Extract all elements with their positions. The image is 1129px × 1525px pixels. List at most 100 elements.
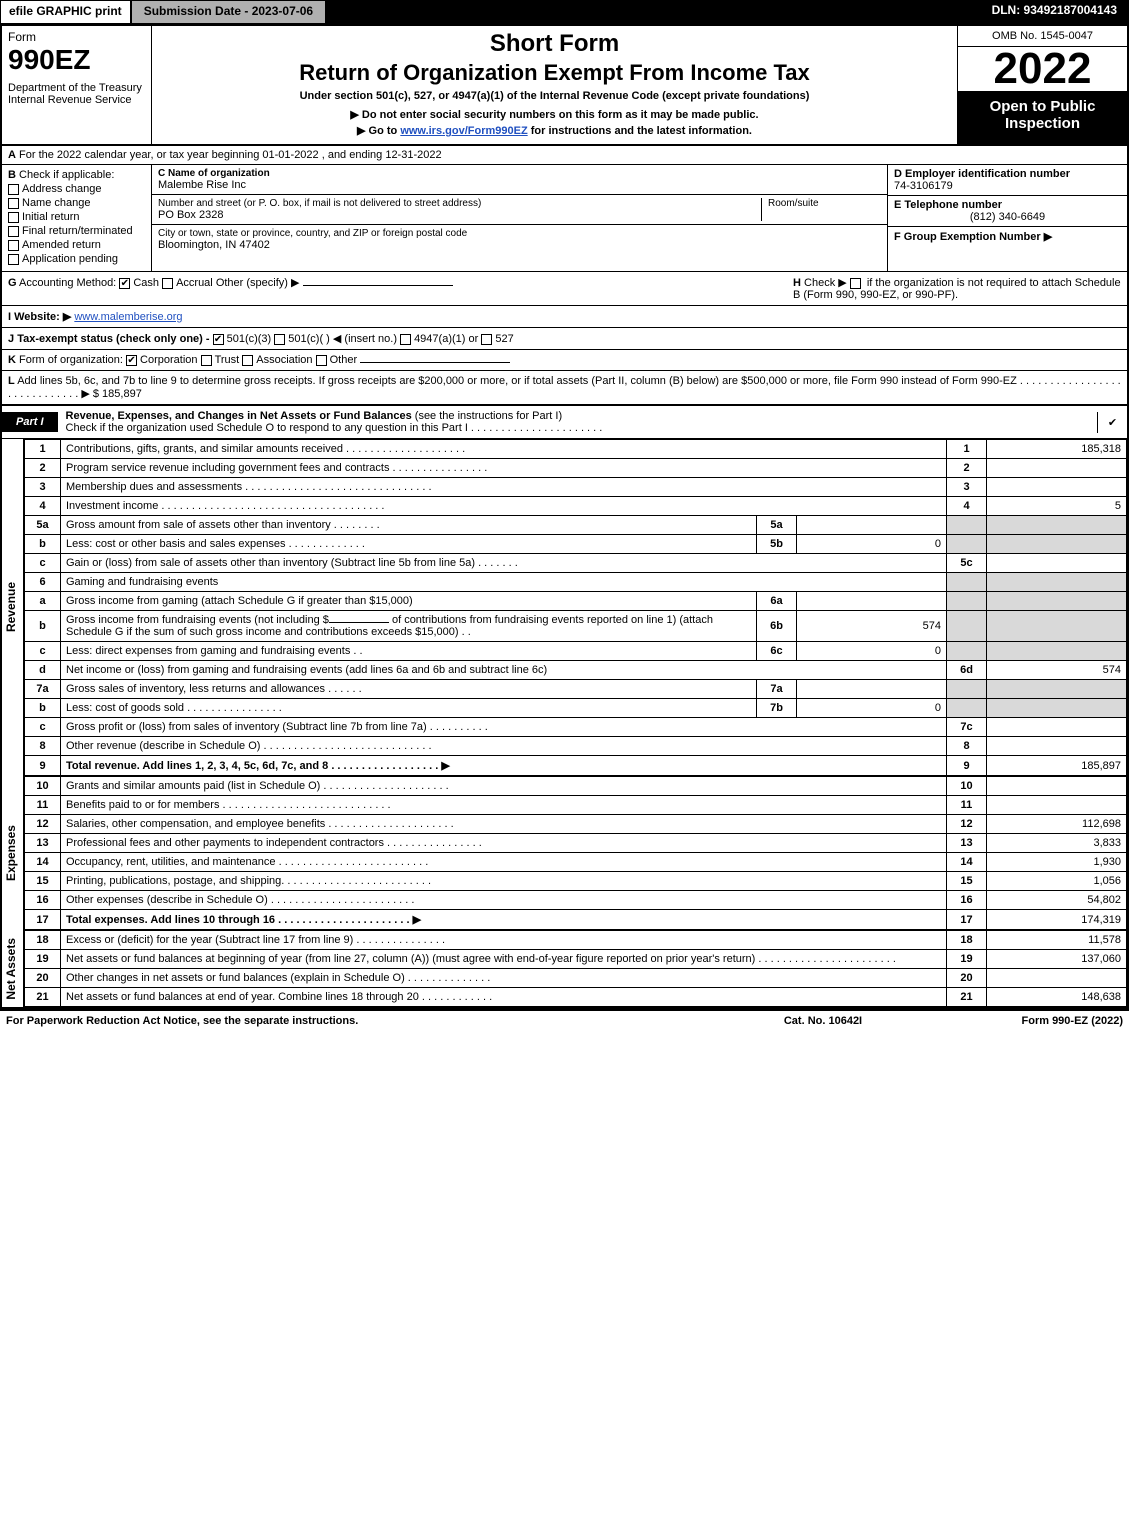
spacer — [326, 0, 979, 24]
chk-amended[interactable]: Amended return — [8, 239, 145, 251]
f-label: F Group Exemption Number ▶ — [894, 231, 1052, 243]
chk-app-pending[interactable]: Application pending — [8, 253, 145, 265]
chk-other[interactable] — [316, 355, 327, 366]
letter-i: I — [8, 311, 11, 323]
chk-initial-return[interactable]: Initial return — [8, 211, 145, 223]
chk-trust[interactable] — [201, 355, 212, 366]
line-g: G Accounting Method: ✔Cash Accrual Other… — [8, 276, 781, 301]
j-o2: 501(c)( ) ◀ (insert no.) — [288, 333, 397, 345]
line-l: L Add lines 5b, 6c, and 7b to line 9 to … — [2, 371, 1127, 405]
header-center: Short Form Return of Organization Exempt… — [152, 26, 957, 144]
org-name-cell: C Name of organization Malembe Rise Inc — [152, 165, 887, 195]
top-bar: efile GRAPHIC print Submission Date - 20… — [0, 0, 1129, 24]
org-name: Malembe Rise Inc — [158, 179, 881, 191]
chk-cash[interactable]: ✔ — [119, 278, 130, 289]
part1-header: Part I Revenue, Expenses, and Changes in… — [2, 405, 1127, 439]
chk-501c3[interactable]: ✔ — [213, 334, 224, 345]
city-row: City or town, state or province, country… — [152, 225, 887, 254]
header-left: Form 990EZ Department of the Treasury In… — [2, 26, 152, 144]
chk-501c[interactable] — [274, 334, 285, 345]
part1-title-bold: Revenue, Expenses, and Changes in Net As… — [66, 410, 412, 422]
footer-left: For Paperwork Reduction Act Notice, see … — [6, 1015, 723, 1027]
line-21: 21Net assets or fund balances at end of … — [25, 988, 1127, 1007]
line-6: 6Gaming and fundraising events — [25, 573, 1127, 592]
line-16: 16Other expenses (describe in Schedule O… — [25, 891, 1127, 910]
room-label: Room/suite — [768, 198, 881, 209]
line-2: 2Program service revenue including gover… — [25, 459, 1127, 478]
address-row: Number and street (or P. O. box, if mail… — [152, 195, 887, 225]
irs-link[interactable]: www.irs.gov/Form990EZ — [400, 125, 527, 137]
line-1: 1Contributions, gifts, grants, and simil… — [25, 440, 1127, 459]
line-i: I Website: ▶ www.malemberise.org — [2, 306, 1127, 328]
addr-label: Number and street (or P. O. box, if mail… — [158, 198, 761, 209]
line-19: 19Net assets or fund balances at beginni… — [25, 950, 1127, 969]
ein-cell: D Employer identification number 74-3106… — [888, 165, 1127, 196]
subhead: Under section 501(c), 527, or 4947(a)(1)… — [160, 90, 949, 102]
line-6a: aGross income from gaming (attach Schedu… — [25, 592, 1127, 611]
letter-h: H — [793, 277, 801, 289]
dln: DLN: 93492187004143 — [980, 0, 1129, 24]
line-7c: cGross profit or (loss) from sales of in… — [25, 718, 1127, 737]
line-5c: cGain or (loss) from sale of assets othe… — [25, 554, 1127, 573]
instr-goto: ▶ Go to www.irs.gov/Form990EZ for instru… — [160, 124, 949, 137]
column-def: D Employer identification number 74-3106… — [887, 165, 1127, 271]
l-text: Add lines 5b, 6c, and 7b to line 9 to de… — [8, 375, 1121, 400]
address: PO Box 2328 — [158, 209, 761, 221]
chk-accrual[interactable] — [162, 278, 173, 289]
chk-corp[interactable]: ✔ — [126, 355, 137, 366]
efile-print-label[interactable]: efile GRAPHIC print — [0, 0, 131, 24]
tax-year: 2022 — [958, 47, 1127, 92]
k-o2: Trust — [215, 354, 240, 366]
line-3: 3Membership dues and assessments . . . .… — [25, 478, 1127, 497]
chk-assoc[interactable] — [242, 355, 253, 366]
form-header: Form 990EZ Department of the Treasury In… — [2, 26, 1127, 146]
line-a-text: For the 2022 calendar year, or tax year … — [19, 149, 442, 161]
letter-k: K — [8, 354, 16, 366]
i-text: Website: ▶ — [14, 311, 71, 323]
b-heading: Check if applicable: — [19, 169, 114, 181]
city-label: City or town, state or province, country… — [158, 228, 881, 239]
line-20: 20Other changes in net assets or fund ba… — [25, 969, 1127, 988]
instr-goto-pre: ▶ Go to — [357, 125, 400, 137]
line-k: K Form of organization: ✔Corporation Tru… — [2, 350, 1127, 371]
k-o1: Corporation — [140, 354, 197, 366]
line-5a: 5aGross amount from sale of assets other… — [25, 516, 1127, 535]
chk-527[interactable] — [481, 334, 492, 345]
h-pre: Check ▶ — [804, 277, 850, 289]
chk-name-change[interactable]: Name change — [8, 197, 145, 209]
line-9: 9Total revenue. Add lines 1, 2, 3, 4, 5c… — [25, 756, 1127, 776]
revenue-table: 1Contributions, gifts, grants, and simil… — [24, 439, 1127, 776]
website-link[interactable]: www.malemberise.org — [74, 311, 182, 323]
letter-g: G — [8, 277, 17, 289]
j-o3: 4947(a)(1) or — [414, 333, 478, 345]
phone-cell: E Telephone number (812) 340-6649 — [888, 196, 1127, 227]
dept-treasury: Department of the Treasury — [8, 82, 145, 94]
line-12: 12Salaries, other compensation, and empl… — [25, 815, 1127, 834]
letter-l: L — [8, 375, 15, 387]
section-bcdef: B Check if applicable: Address change Na… — [2, 165, 1127, 272]
chk-h[interactable] — [850, 278, 861, 289]
column-b: B Check if applicable: Address change Na… — [2, 165, 152, 271]
part1-check[interactable]: ✔ — [1097, 412, 1127, 433]
netassets-section: Net Assets 18Excess or (deficit) for the… — [2, 930, 1127, 1007]
instr-ssn: ▶ Do not enter social security numbers o… — [160, 108, 949, 121]
form-number: 990EZ — [8, 44, 145, 76]
chk-4947[interactable] — [400, 334, 411, 345]
chk-final-return[interactable]: Final return/terminated — [8, 225, 145, 237]
g-accrual: Accrual — [176, 277, 213, 289]
form-word: Form — [8, 30, 145, 44]
k-other-line — [360, 362, 510, 363]
expenses-section: Expenses 10Grants and similar amounts pa… — [2, 776, 1127, 930]
line-17: 17Total expenses. Add lines 10 through 1… — [25, 910, 1127, 930]
line-11: 11Benefits paid to or for members . . . … — [25, 796, 1127, 815]
g-text: Accounting Method: — [19, 277, 116, 289]
phone: (812) 340-6649 — [894, 211, 1121, 223]
title-return: Return of Organization Exempt From Incom… — [160, 60, 949, 86]
expenses-table: 10Grants and similar amounts paid (list … — [24, 776, 1127, 930]
l-amount: 185,897 — [102, 388, 142, 400]
line-18: 18Excess or (deficit) for the year (Subt… — [25, 931, 1127, 950]
chk-address-change[interactable]: Address change — [8, 183, 145, 195]
form-990ez: Form 990EZ Department of the Treasury In… — [0, 24, 1129, 1009]
line-a: A For the 2022 calendar year, or tax yea… — [2, 146, 1127, 165]
line-14: 14Occupancy, rent, utilities, and mainte… — [25, 853, 1127, 872]
